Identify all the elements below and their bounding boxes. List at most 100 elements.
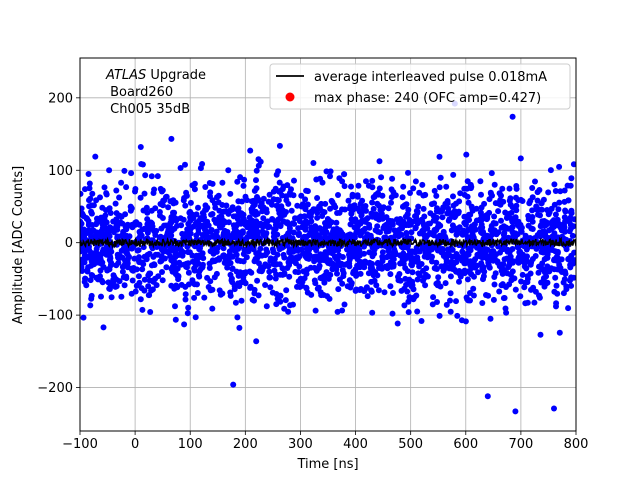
scatter-point (391, 246, 398, 253)
scatter-point (232, 299, 239, 306)
scatter-point (563, 246, 570, 253)
scatter-point (327, 168, 334, 175)
scatter-point (375, 190, 381, 196)
scatter-point (334, 270, 340, 277)
scatter-point (335, 192, 341, 198)
scatter-point (570, 161, 576, 168)
scatter-point (399, 194, 406, 201)
scatter-point (322, 200, 329, 207)
scatter-point (551, 181, 558, 188)
scatter-point (230, 381, 237, 388)
scatter-point (467, 181, 474, 188)
scatter-point (479, 300, 486, 306)
scatter-point (247, 147, 254, 154)
scatter-point (236, 324, 243, 331)
scatter-point (314, 285, 321, 292)
scatter-point (349, 191, 356, 198)
scatter-point (334, 308, 341, 315)
scatter-point (388, 199, 394, 206)
scatter-point (284, 182, 291, 189)
scatter-point (276, 142, 283, 149)
scatter-point (276, 188, 283, 195)
scatter-point (262, 233, 269, 240)
scatter-point (286, 273, 293, 280)
scatter-point (462, 220, 469, 226)
scatter-point (544, 249, 551, 255)
scatter-point (364, 215, 371, 222)
scatter-point (468, 271, 475, 278)
scatter-point (491, 274, 498, 280)
scatter-point (147, 225, 154, 232)
scatter-point (517, 155, 524, 162)
scatter-point (194, 281, 200, 288)
scatter-point (97, 267, 104, 274)
y-tick-label: 200 (48, 91, 73, 106)
scatter-point (381, 289, 388, 296)
scatter-point (88, 295, 95, 302)
scatter-point (282, 297, 289, 304)
scatter-point (480, 273, 487, 280)
scatter-point (80, 314, 87, 321)
scatter-point (395, 233, 402, 240)
scatter-point (509, 113, 516, 120)
scatter-point (492, 200, 499, 207)
scatter-point (453, 254, 460, 261)
scatter-point (542, 269, 549, 276)
scatter-point (353, 224, 360, 231)
scatter-point (532, 253, 539, 259)
scatter-point (562, 208, 569, 215)
scatter-point (163, 193, 170, 200)
scatter-point (369, 199, 376, 206)
scatter-point (80, 220, 85, 227)
scatter-point (207, 193, 213, 200)
scatter-point (414, 208, 421, 215)
scatter-point (85, 171, 92, 177)
scatter-point (137, 194, 144, 201)
scatter-point (87, 227, 94, 234)
scatter-point (433, 259, 440, 266)
scatter-point (187, 199, 194, 206)
scatter-point (235, 245, 242, 252)
legend-dot-marker (285, 92, 295, 102)
scatter-point (150, 253, 157, 260)
scatter-point (87, 277, 94, 284)
scatter-point (348, 183, 354, 190)
scatter-point (324, 216, 331, 222)
scatter-point (350, 245, 357, 252)
y-tick-label: 0 (65, 236, 73, 251)
scatter-point (144, 216, 151, 223)
scatter-point (507, 195, 514, 202)
scatter-point (132, 288, 139, 295)
scatter-point (159, 277, 166, 284)
scatter-point (555, 206, 562, 213)
scatter-point (88, 272, 95, 278)
scatter-point (405, 298, 412, 305)
scatter-point (500, 231, 507, 238)
scatter-point (213, 270, 220, 277)
scatter-point (106, 167, 113, 174)
scatter-point (118, 293, 125, 300)
scatter-point (248, 206, 255, 213)
scatter-point (132, 188, 138, 195)
scatter-point (148, 173, 155, 180)
scatter-point (340, 232, 347, 239)
scatter-point (437, 283, 444, 290)
scatter-point (339, 254, 346, 260)
scatter-point (151, 186, 158, 193)
scatter-point (185, 304, 192, 311)
scatter-point (471, 221, 478, 228)
scatter-point (436, 312, 443, 319)
scatter-point (285, 230, 292, 237)
scatter-point (499, 261, 506, 268)
scatter-point (123, 275, 130, 282)
scatter-point (419, 181, 426, 188)
scatter-point (291, 177, 297, 184)
scatter-point (484, 393, 491, 400)
scatter-point (505, 211, 512, 217)
scatter-point (158, 225, 165, 232)
scatter-point (547, 167, 554, 174)
scatter-point (542, 219, 549, 226)
scatter-point (390, 263, 397, 270)
scatter-point (443, 301, 450, 308)
scatter-point (430, 294, 437, 301)
